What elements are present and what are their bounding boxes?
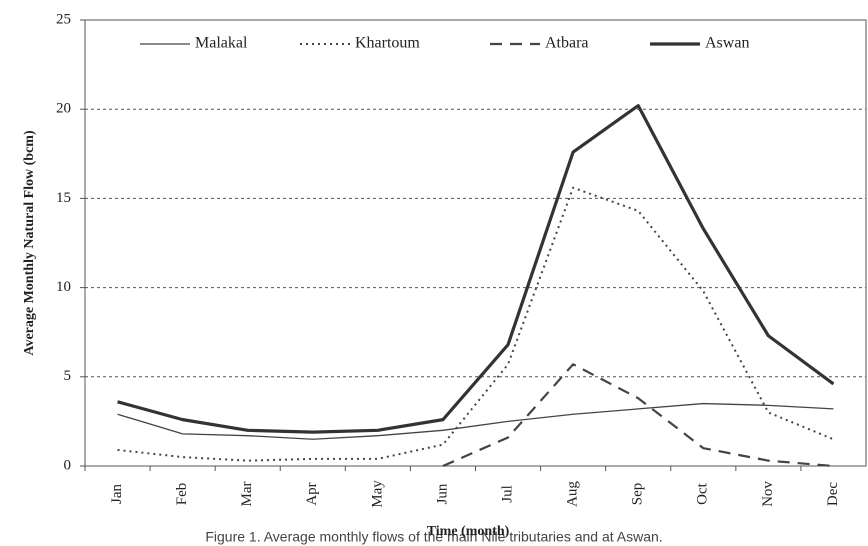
x-tick-label: Sep — [630, 483, 646, 506]
plot-frame — [84, 19, 867, 467]
x-tick-label: Jul — [499, 485, 515, 503]
legend-label: Khartoum — [355, 35, 420, 52]
x-tick-label: Aug — [565, 481, 581, 507]
series-line — [117, 402, 834, 440]
series-line — [442, 363, 834, 468]
y-tick-label: 5 — [64, 368, 72, 384]
y-tick-label: 25 — [56, 11, 71, 27]
x-tick-label: Feb — [174, 483, 190, 506]
x-tick-label: Jun — [434, 483, 450, 504]
x-tick-label: Nov — [760, 481, 776, 507]
legend-label: Aswan — [705, 35, 749, 52]
legend-label: Malakal — [195, 35, 248, 52]
x-tick-label: Mar — [239, 482, 255, 507]
legend-label: Atbara — [545, 35, 589, 52]
x-tick-label: Jan — [109, 484, 125, 504]
x-axis-title: Time (month) — [427, 524, 510, 539]
caption: Figure 1. Average monthly flows of the m… — [205, 529, 662, 545]
x-tick-label: Dec — [825, 482, 841, 506]
x-tick-label: May — [369, 480, 385, 508]
x-tick-label: Oct — [695, 482, 711, 504]
y-tick-label: 10 — [56, 279, 71, 295]
series-line — [117, 104, 835, 434]
y-axis-title: Average Monthly Natural Flow (bcm) — [22, 130, 37, 356]
x-tick-label: Apr — [304, 482, 320, 505]
y-tick-label: 20 — [56, 101, 71, 117]
series-line — [117, 186, 834, 462]
y-tick-label: 15 — [56, 190, 71, 206]
y-tick-label: 0 — [64, 457, 72, 473]
